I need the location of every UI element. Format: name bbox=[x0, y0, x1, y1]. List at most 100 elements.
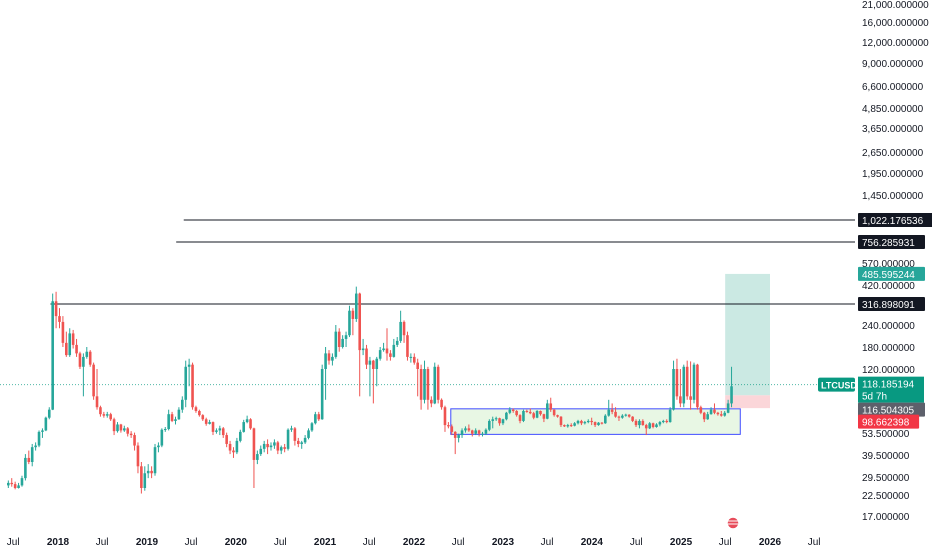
candle-body bbox=[467, 428, 471, 431]
candle-body bbox=[597, 422, 600, 426]
candle-body bbox=[569, 425, 573, 427]
candle-body bbox=[651, 423, 655, 428]
candle-body bbox=[269, 445, 273, 448]
candle-body bbox=[123, 428, 126, 431]
candle-body bbox=[675, 369, 679, 397]
candle-body bbox=[112, 419, 116, 432]
candle-body bbox=[198, 410, 201, 416]
candle-body bbox=[327, 353, 331, 361]
candle-body bbox=[627, 414, 631, 417]
candle-body bbox=[286, 429, 290, 449]
candle-body bbox=[331, 356, 334, 361]
x-tick-label: Jul bbox=[808, 537, 821, 548]
target-price-tag: 485.595244 bbox=[862, 270, 915, 281]
candle-body bbox=[498, 418, 501, 424]
x-tick-label: 2019 bbox=[136, 537, 159, 548]
y-tick-label: 21,000.000000 bbox=[862, 0, 929, 11]
x-tick-label: Jul bbox=[185, 537, 198, 548]
candle-body bbox=[58, 316, 61, 322]
candle-body bbox=[365, 348, 368, 365]
candle-body bbox=[389, 353, 392, 357]
candle-body bbox=[447, 425, 450, 427]
candle-body bbox=[105, 414, 109, 416]
candle-body bbox=[679, 396, 682, 404]
level-price-tag: 756.285931 bbox=[862, 238, 915, 249]
y-tick-label: 53.500000 bbox=[862, 429, 910, 440]
candle-body bbox=[655, 424, 658, 428]
candle-body bbox=[699, 407, 703, 413]
candle-body bbox=[406, 335, 409, 357]
candle-body bbox=[167, 414, 170, 430]
candle-body bbox=[552, 409, 556, 416]
y-tick-label: 2,650.000000 bbox=[862, 148, 924, 159]
entry-price-tag: 116.504305 bbox=[862, 406, 915, 417]
candle-body bbox=[511, 409, 515, 411]
candle-body bbox=[54, 301, 58, 317]
candle-body bbox=[341, 338, 344, 347]
candle-body bbox=[208, 422, 211, 424]
candle-body bbox=[494, 418, 498, 420]
candle-body bbox=[375, 358, 379, 369]
candle-body bbox=[174, 419, 177, 421]
y-tick-label: 9,000.000000 bbox=[862, 59, 924, 70]
candle-body bbox=[71, 333, 75, 345]
candle-body bbox=[508, 409, 512, 413]
candle-body bbox=[621, 415, 624, 418]
candle-body bbox=[723, 412, 727, 416]
candle-body bbox=[37, 431, 41, 446]
candle-body bbox=[515, 410, 518, 416]
candle-body bbox=[685, 366, 689, 397]
candle-body bbox=[474, 430, 477, 434]
candle-body bbox=[580, 420, 583, 424]
y-tick-label: 12,000.000000 bbox=[862, 38, 929, 49]
stop-price-tag: 98.662398 bbox=[862, 418, 910, 429]
candle-body bbox=[51, 301, 54, 410]
candle-body bbox=[457, 435, 460, 438]
candle-body bbox=[20, 478, 24, 486]
x-tick-label: Jul bbox=[719, 537, 732, 548]
candle-body bbox=[464, 428, 467, 431]
candle-body bbox=[252, 428, 256, 460]
candle-body bbox=[266, 443, 269, 448]
x-tick-label: 2025 bbox=[670, 537, 693, 548]
candle-body bbox=[470, 430, 474, 434]
level-price-tag: 1,022.176536 bbox=[862, 216, 924, 227]
candle-body bbox=[232, 450, 235, 453]
y-tick-label: 17.000000 bbox=[862, 512, 910, 523]
candle-body bbox=[13, 484, 17, 488]
y-tick-label: 6,600.000000 bbox=[862, 82, 924, 93]
candle-body bbox=[290, 428, 293, 430]
candle-body bbox=[235, 440, 239, 453]
candle-body bbox=[92, 364, 95, 397]
candle-body bbox=[85, 351, 89, 357]
candle-body bbox=[672, 369, 675, 410]
candle-body bbox=[525, 410, 529, 412]
candle-body bbox=[317, 414, 321, 420]
candle-body bbox=[378, 350, 382, 359]
candle-body bbox=[201, 415, 205, 420]
candle-body bbox=[549, 403, 553, 410]
candle-body bbox=[300, 442, 304, 444]
candle-body bbox=[419, 369, 423, 400]
candle-body bbox=[293, 428, 297, 441]
candle-body bbox=[423, 369, 426, 400]
y-tick-label: 16,000.000000 bbox=[862, 18, 929, 29]
candle-body bbox=[225, 435, 228, 444]
candle-body bbox=[283, 447, 286, 449]
x-tick-label: 2022 bbox=[403, 537, 426, 548]
candle-body bbox=[75, 344, 78, 354]
candle-body bbox=[320, 369, 324, 420]
level-lines-layer bbox=[0, 219, 855, 386]
candle-body bbox=[610, 409, 614, 412]
candle-body bbox=[61, 321, 65, 343]
x-tick-label: Jul bbox=[630, 537, 643, 548]
candle-body bbox=[443, 407, 447, 426]
x-tick-label: 2021 bbox=[314, 537, 337, 548]
candle-body bbox=[528, 411, 532, 414]
candle-body bbox=[44, 417, 48, 431]
candle-body bbox=[146, 470, 150, 474]
level-price-tag-bg bbox=[858, 234, 925, 249]
x-tick-label: Jul bbox=[7, 537, 20, 548]
candle-body bbox=[273, 442, 276, 446]
candle-body bbox=[259, 448, 263, 455]
